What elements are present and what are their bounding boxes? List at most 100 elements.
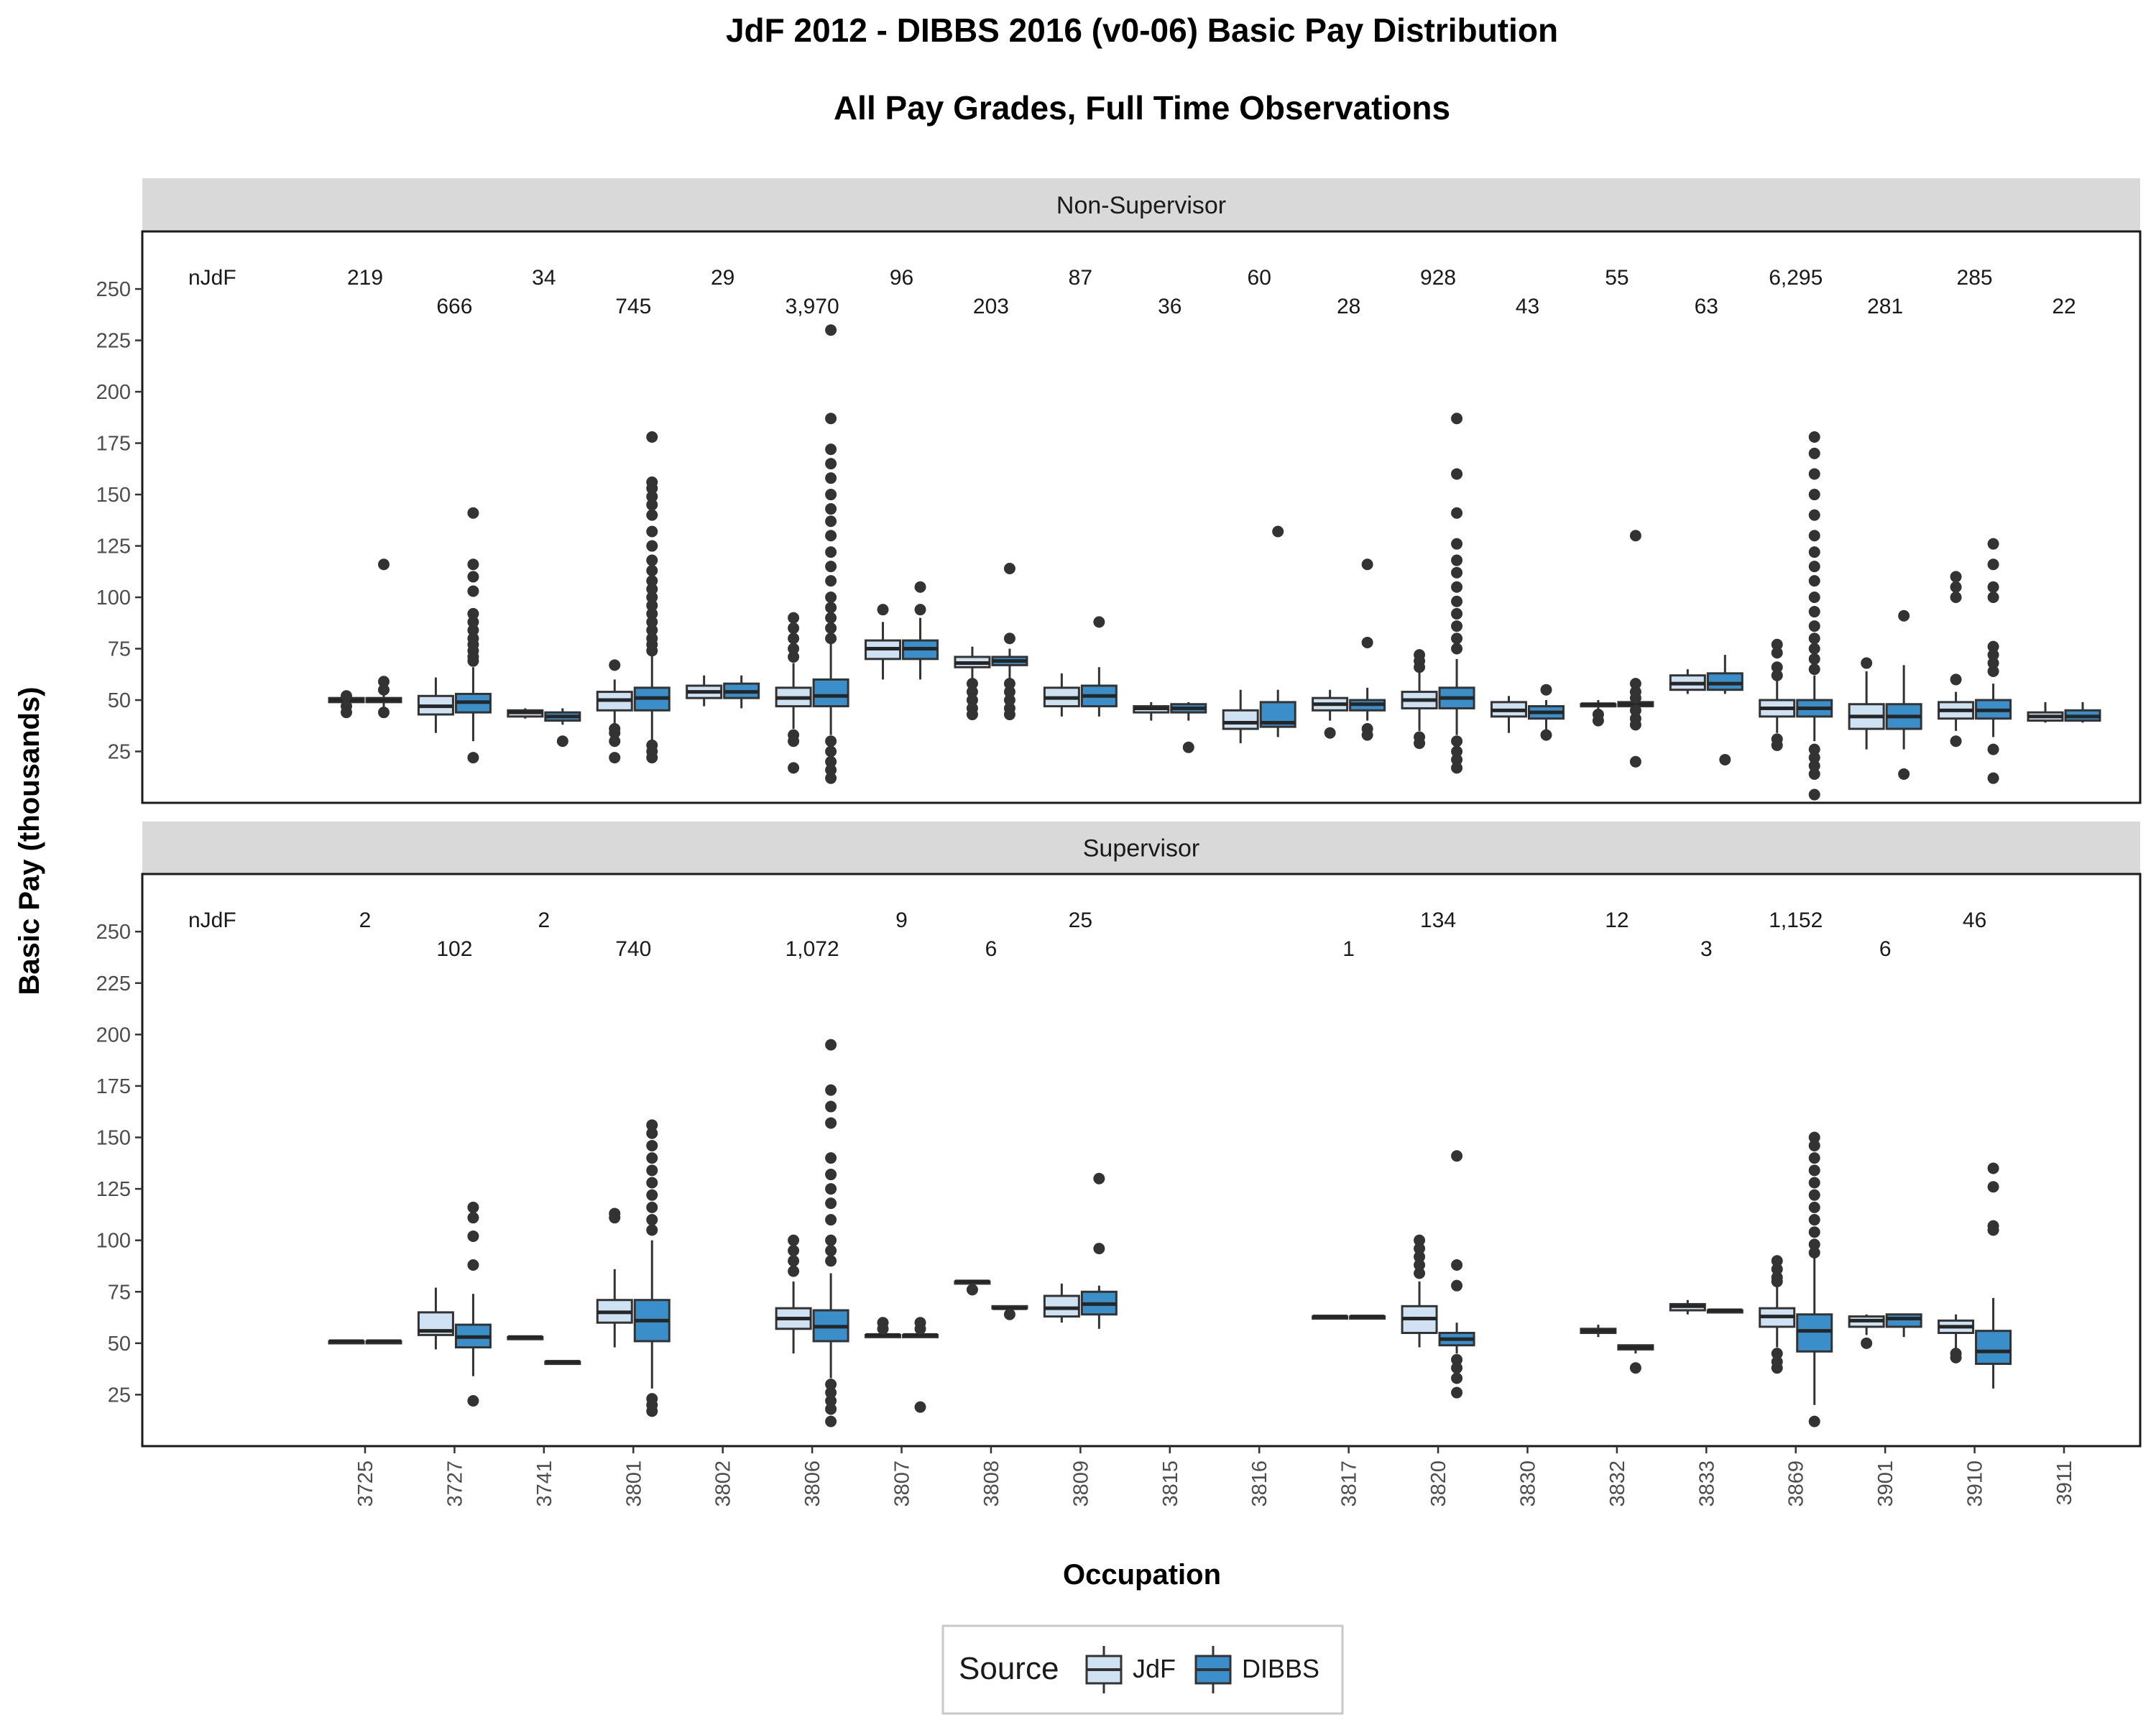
count-label: 28 [1337, 295, 1360, 318]
count-label: 43 [1516, 295, 1539, 318]
x-tick-label: 3741 [533, 1460, 556, 1507]
outlier-point [1451, 735, 1463, 748]
outlier-point [1451, 468, 1463, 480]
outlier-point [1898, 610, 1910, 622]
box-3807-jdf [865, 1317, 902, 1338]
outlier-point [825, 1197, 837, 1210]
outlier-point [1629, 755, 1641, 768]
x-tick-label: 3808 [980, 1460, 1003, 1507]
outlier-point [825, 1169, 837, 1181]
outlier-point [1808, 1201, 1820, 1213]
y-tick-label: 50 [108, 1333, 131, 1356]
outlier-point [646, 1164, 658, 1177]
count-label: 87 [1069, 266, 1092, 290]
box-3806-jdf [775, 1234, 812, 1354]
outlier-point [825, 458, 837, 470]
count-label: 1 [1342, 937, 1355, 961]
box-3802-dibbs [723, 675, 760, 709]
box-3741-jdf [507, 708, 544, 719]
outlier-point [1414, 661, 1426, 673]
outlier-point [1272, 525, 1284, 538]
outlier-point [467, 624, 479, 636]
y-tick-label: 225 [96, 330, 131, 353]
outlier-point [825, 1403, 837, 1415]
chart-subtitle: All Pay Grades, Full Time Observations [834, 89, 1450, 126]
outlier-point [1451, 607, 1463, 620]
outlier-point [1003, 562, 1015, 574]
panel-supervisor: Supervisor255075100125150175200225250nJd… [96, 822, 2142, 1448]
box-3809-jdf [1043, 673, 1080, 717]
box-body [812, 678, 849, 708]
box-3808-jdf [954, 646, 991, 721]
box-3832-jdf [1580, 1325, 1617, 1338]
box-3807-dibbs [902, 581, 939, 680]
outlier-point [646, 564, 658, 576]
outlier-point [1808, 489, 1820, 501]
box-3911-jdf [2027, 702, 2064, 723]
box-3725-jdf [328, 1339, 365, 1345]
x-tick-label: 3806 [801, 1460, 824, 1507]
box-3727-jdf [417, 1287, 454, 1350]
strip-supervisor [142, 822, 2140, 874]
outlier-point [1950, 1351, 1962, 1363]
outlier-point [1950, 592, 1962, 604]
box-3801-jdf [596, 1208, 633, 1348]
outlier-point [825, 1395, 837, 1407]
outlier-point [1808, 632, 1820, 645]
box-3869-jdf [1759, 638, 1796, 751]
outlier-point [1540, 684, 1552, 696]
outlier-point [1592, 714, 1604, 727]
outlier-point [1808, 752, 1820, 764]
outlier-point [825, 324, 837, 336]
box-3809-jdf [1043, 1283, 1080, 1323]
outlier-point [1182, 741, 1194, 753]
outlier-point [646, 752, 658, 764]
outlier-point [825, 1255, 837, 1267]
outlier-point [1987, 558, 1999, 571]
outlier-point [1808, 653, 1820, 665]
outlier-point [556, 735, 568, 748]
box-3807-jdf [865, 604, 902, 680]
outlier-point [1451, 1386, 1463, 1399]
outlier-point [914, 1322, 926, 1335]
outlier-point [1987, 592, 1999, 604]
outlier-point [1451, 745, 1463, 758]
box-3820-jdf [1401, 649, 1438, 750]
y-axis-title: Basic Pay (thousands) [14, 686, 45, 995]
outlier-point [825, 1386, 837, 1399]
count-label: 928 [1420, 266, 1456, 290]
y-tick-label: 25 [108, 741, 131, 764]
outlier-point [646, 1139, 658, 1151]
box-3741-jdf [507, 1335, 544, 1340]
outlier-point [1808, 1152, 1820, 1164]
outlier-point [825, 1379, 837, 1391]
outlier-point [1861, 657, 1873, 669]
outlier-point [1451, 643, 1463, 655]
outlier-point [825, 1234, 837, 1246]
outlier-point [788, 1255, 800, 1267]
outlier-point [1987, 1162, 1999, 1174]
outlier-point [788, 622, 800, 634]
outlier-point [825, 546, 837, 558]
panel-non-supervisor: Non-Supervisor 25 50 75 100 125 150 175 200 225 25… [96, 178, 2142, 804]
x-tick-label: 3807 [891, 1460, 914, 1507]
outlier-point [1808, 606, 1820, 618]
outlier-point [1361, 636, 1373, 648]
outlier-point [1987, 665, 1999, 677]
box-3817-dibbs [1349, 1315, 1386, 1320]
box-3869-dibbs [1796, 431, 1833, 801]
outlier-point [825, 413, 837, 425]
box-3911-dibbs [2064, 702, 2101, 723]
outlier-point [1808, 1238, 1820, 1251]
count-label: 2 [359, 908, 372, 932]
box-body [1222, 709, 1259, 730]
outlier-point [1003, 632, 1015, 645]
count-label: 25 [1069, 908, 1092, 932]
outlier-point [825, 735, 837, 748]
outlier-point [467, 571, 479, 583]
box-3833-jdf [1669, 1300, 1706, 1315]
outlier-point [1950, 673, 1962, 686]
outlier-point [1629, 678, 1641, 690]
outlier-point [825, 622, 837, 634]
outlier-point [1451, 1353, 1463, 1366]
